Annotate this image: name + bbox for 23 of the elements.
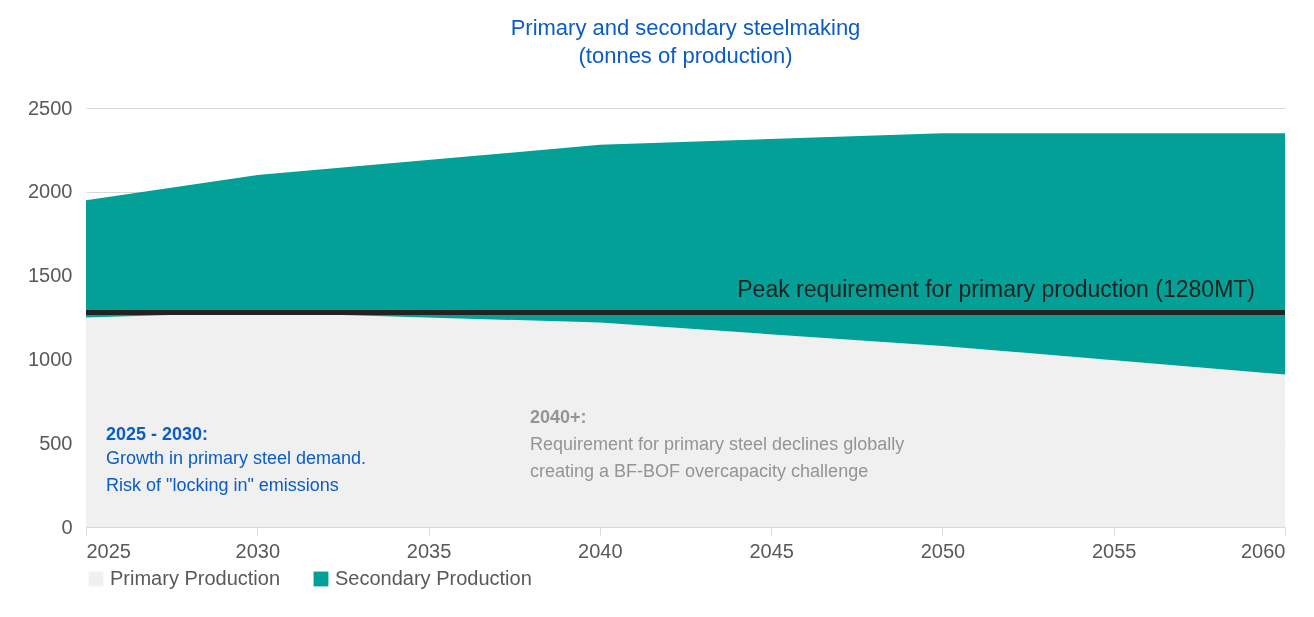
x-tick-label: 2025 [86, 539, 131, 562]
annotation: Requirement for primary steel declines globally creating a BF-BOF overcapacity challenge [530, 434, 905, 481]
chart-subtitle: (tonnes of production) [578, 43, 793, 68]
x-tick-label: 2055 [1091, 539, 1137, 562]
y-tick-label: 500 [39, 431, 73, 454]
y-tick-label: 1500 [28, 264, 73, 287]
x-tick-label: 2060 [1241, 539, 1286, 562]
ref-line-label: Peak requirement for primary production (1280MT) [737, 276, 1255, 303]
annotation: 2040+: [530, 407, 587, 427]
y-tick-label: 2500 [28, 96, 73, 119]
legend-label: Primary Production [110, 567, 281, 589]
chart-title: Primary and secondary steelmaking [510, 15, 861, 40]
annotation: 2025 - 2030: [106, 424, 209, 444]
y-tick-label: 2000 [28, 180, 73, 203]
x-tick-label: 2035 [406, 539, 452, 562]
y-tick-label: 1000 [28, 347, 73, 370]
annotation: Growth in primary steel demand. Risk of "locking in" emissions [106, 448, 367, 495]
legend-label: Secondary Production [335, 567, 532, 589]
x-tick-label: 2045 [749, 539, 794, 562]
x-tick-label: 2030 [235, 539, 281, 562]
x-tick-label: 2050 [920, 539, 966, 562]
x-tick-label: 2040 [578, 539, 623, 562]
y-tick-label: 0 [61, 515, 73, 538]
